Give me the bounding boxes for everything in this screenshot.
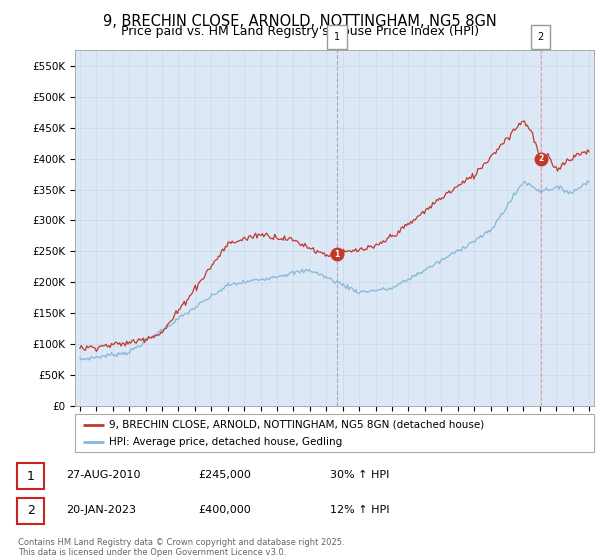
Text: 9, BRECHIN CLOSE, ARNOLD, NOTTINGHAM, NG5 8GN: 9, BRECHIN CLOSE, ARNOLD, NOTTINGHAM, NG…: [103, 14, 497, 29]
Text: 1: 1: [334, 32, 340, 42]
Text: 9, BRECHIN CLOSE, ARNOLD, NOTTINGHAM, NG5 8GN (detached house): 9, BRECHIN CLOSE, ARNOLD, NOTTINGHAM, NG…: [109, 419, 484, 430]
Text: 30% ↑ HPI: 30% ↑ HPI: [330, 470, 389, 480]
Text: £400,000: £400,000: [198, 505, 251, 515]
Text: 1: 1: [26, 469, 35, 483]
Text: 12% ↑ HPI: 12% ↑ HPI: [330, 505, 389, 515]
Text: 27-AUG-2010: 27-AUG-2010: [66, 470, 140, 480]
Text: Contains HM Land Registry data © Crown copyright and database right 2025.
This d: Contains HM Land Registry data © Crown c…: [18, 538, 344, 557]
Text: 1: 1: [334, 250, 340, 259]
FancyBboxPatch shape: [75, 414, 594, 452]
Text: £245,000: £245,000: [198, 470, 251, 480]
Text: 2: 2: [538, 154, 543, 163]
Text: 20-JAN-2023: 20-JAN-2023: [66, 505, 136, 515]
Text: 2: 2: [538, 32, 544, 42]
Text: Price paid vs. HM Land Registry's House Price Index (HPI): Price paid vs. HM Land Registry's House …: [121, 25, 479, 38]
Text: HPI: Average price, detached house, Gedling: HPI: Average price, detached house, Gedl…: [109, 437, 342, 447]
Text: 2: 2: [26, 504, 35, 517]
